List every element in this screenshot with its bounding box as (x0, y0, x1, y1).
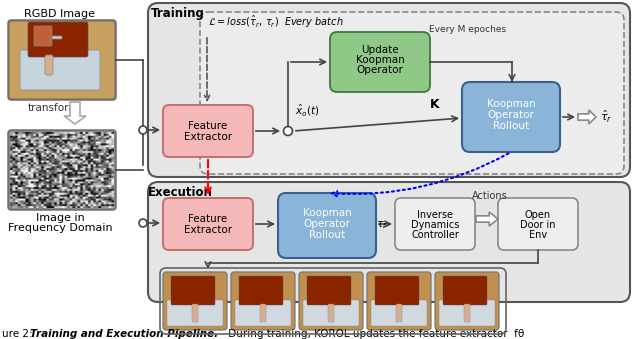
Text: Operator: Operator (303, 219, 351, 229)
Text: K: K (430, 99, 440, 112)
FancyBboxPatch shape (368, 273, 430, 329)
FancyBboxPatch shape (307, 276, 351, 305)
FancyBboxPatch shape (396, 304, 402, 322)
Text: Update: Update (361, 45, 399, 55)
Text: Training: Training (151, 7, 205, 20)
Text: Operator: Operator (356, 65, 403, 75)
Text: Rollout: Rollout (493, 121, 529, 131)
Text: Door in: Door in (520, 220, 556, 230)
FancyBboxPatch shape (163, 198, 253, 250)
Text: ure 2:: ure 2: (2, 329, 36, 339)
Text: $\mathcal{L} = loss(\hat{\tau}_{r},\,\tau_{r})$  Every batch: $\mathcal{L} = loss(\hat{\tau}_{r},\,\ta… (208, 14, 344, 30)
Circle shape (139, 126, 147, 134)
FancyBboxPatch shape (45, 55, 53, 75)
FancyBboxPatch shape (303, 300, 359, 326)
FancyBboxPatch shape (148, 3, 630, 177)
Text: Feature: Feature (188, 214, 228, 224)
FancyBboxPatch shape (8, 20, 116, 100)
FancyBboxPatch shape (235, 300, 291, 326)
FancyBboxPatch shape (299, 272, 363, 330)
FancyBboxPatch shape (436, 273, 498, 329)
Polygon shape (64, 102, 86, 124)
FancyBboxPatch shape (443, 276, 487, 305)
Text: $\tau_r$: $\tau_r$ (376, 219, 388, 231)
Circle shape (284, 126, 292, 136)
FancyBboxPatch shape (10, 22, 114, 98)
FancyBboxPatch shape (367, 272, 431, 330)
FancyBboxPatch shape (375, 276, 419, 305)
FancyBboxPatch shape (34, 26, 52, 46)
FancyBboxPatch shape (231, 272, 295, 330)
Polygon shape (476, 212, 498, 226)
Text: Frequency Domain: Frequency Domain (8, 223, 112, 233)
FancyBboxPatch shape (328, 304, 334, 322)
FancyBboxPatch shape (200, 12, 624, 174)
Text: Koopman: Koopman (486, 99, 536, 109)
FancyBboxPatch shape (8, 130, 116, 210)
Text: Controller: Controller (411, 230, 459, 240)
Text: Rollout: Rollout (309, 230, 345, 240)
FancyBboxPatch shape (239, 276, 283, 305)
FancyBboxPatch shape (192, 304, 198, 322)
Text: $\hat{\tau}_r$: $\hat{\tau}_r$ (600, 109, 612, 125)
FancyBboxPatch shape (148, 182, 630, 302)
Text: Extractor: Extractor (184, 225, 232, 235)
FancyBboxPatch shape (164, 273, 226, 329)
Text: Inverse: Inverse (417, 210, 453, 220)
FancyBboxPatch shape (371, 300, 427, 326)
Text: Execution: Execution (148, 186, 212, 199)
FancyBboxPatch shape (464, 304, 470, 322)
Text: Dynamics: Dynamics (411, 220, 459, 230)
Text: Env: Env (529, 230, 547, 240)
FancyBboxPatch shape (28, 22, 88, 57)
Polygon shape (578, 110, 596, 124)
FancyBboxPatch shape (260, 304, 266, 322)
FancyBboxPatch shape (52, 36, 62, 39)
Text: Image in: Image in (36, 213, 84, 223)
Text: Actions: Actions (472, 191, 508, 201)
FancyBboxPatch shape (167, 300, 223, 326)
Text: Extractor: Extractor (184, 132, 232, 142)
Text: During training, KOROL updates the feature extractor  fθ: During training, KOROL updates the featu… (225, 329, 524, 339)
FancyBboxPatch shape (300, 273, 362, 329)
Text: Open: Open (525, 210, 551, 220)
FancyBboxPatch shape (20, 50, 100, 90)
FancyBboxPatch shape (395, 198, 475, 250)
Text: Training and Execution Pipeline.: Training and Execution Pipeline. (30, 329, 218, 339)
Text: Every M epoches: Every M epoches (429, 25, 507, 35)
Text: Koopman: Koopman (356, 55, 404, 65)
Circle shape (139, 219, 147, 227)
FancyBboxPatch shape (163, 272, 227, 330)
Text: Koopman: Koopman (303, 208, 351, 218)
Text: RGBD Image: RGBD Image (24, 9, 95, 19)
FancyBboxPatch shape (439, 300, 495, 326)
FancyBboxPatch shape (462, 82, 560, 152)
Text: $\hat{x}_o(t)$: $\hat{x}_o(t)$ (295, 102, 319, 118)
FancyBboxPatch shape (278, 193, 376, 258)
FancyBboxPatch shape (163, 105, 253, 157)
FancyBboxPatch shape (232, 273, 294, 329)
FancyBboxPatch shape (498, 198, 578, 250)
FancyBboxPatch shape (435, 272, 499, 330)
FancyBboxPatch shape (171, 276, 215, 305)
Text: Operator: Operator (488, 110, 534, 120)
FancyBboxPatch shape (330, 32, 430, 92)
Text: Feature: Feature (188, 121, 228, 131)
Text: transform: transform (28, 103, 79, 113)
